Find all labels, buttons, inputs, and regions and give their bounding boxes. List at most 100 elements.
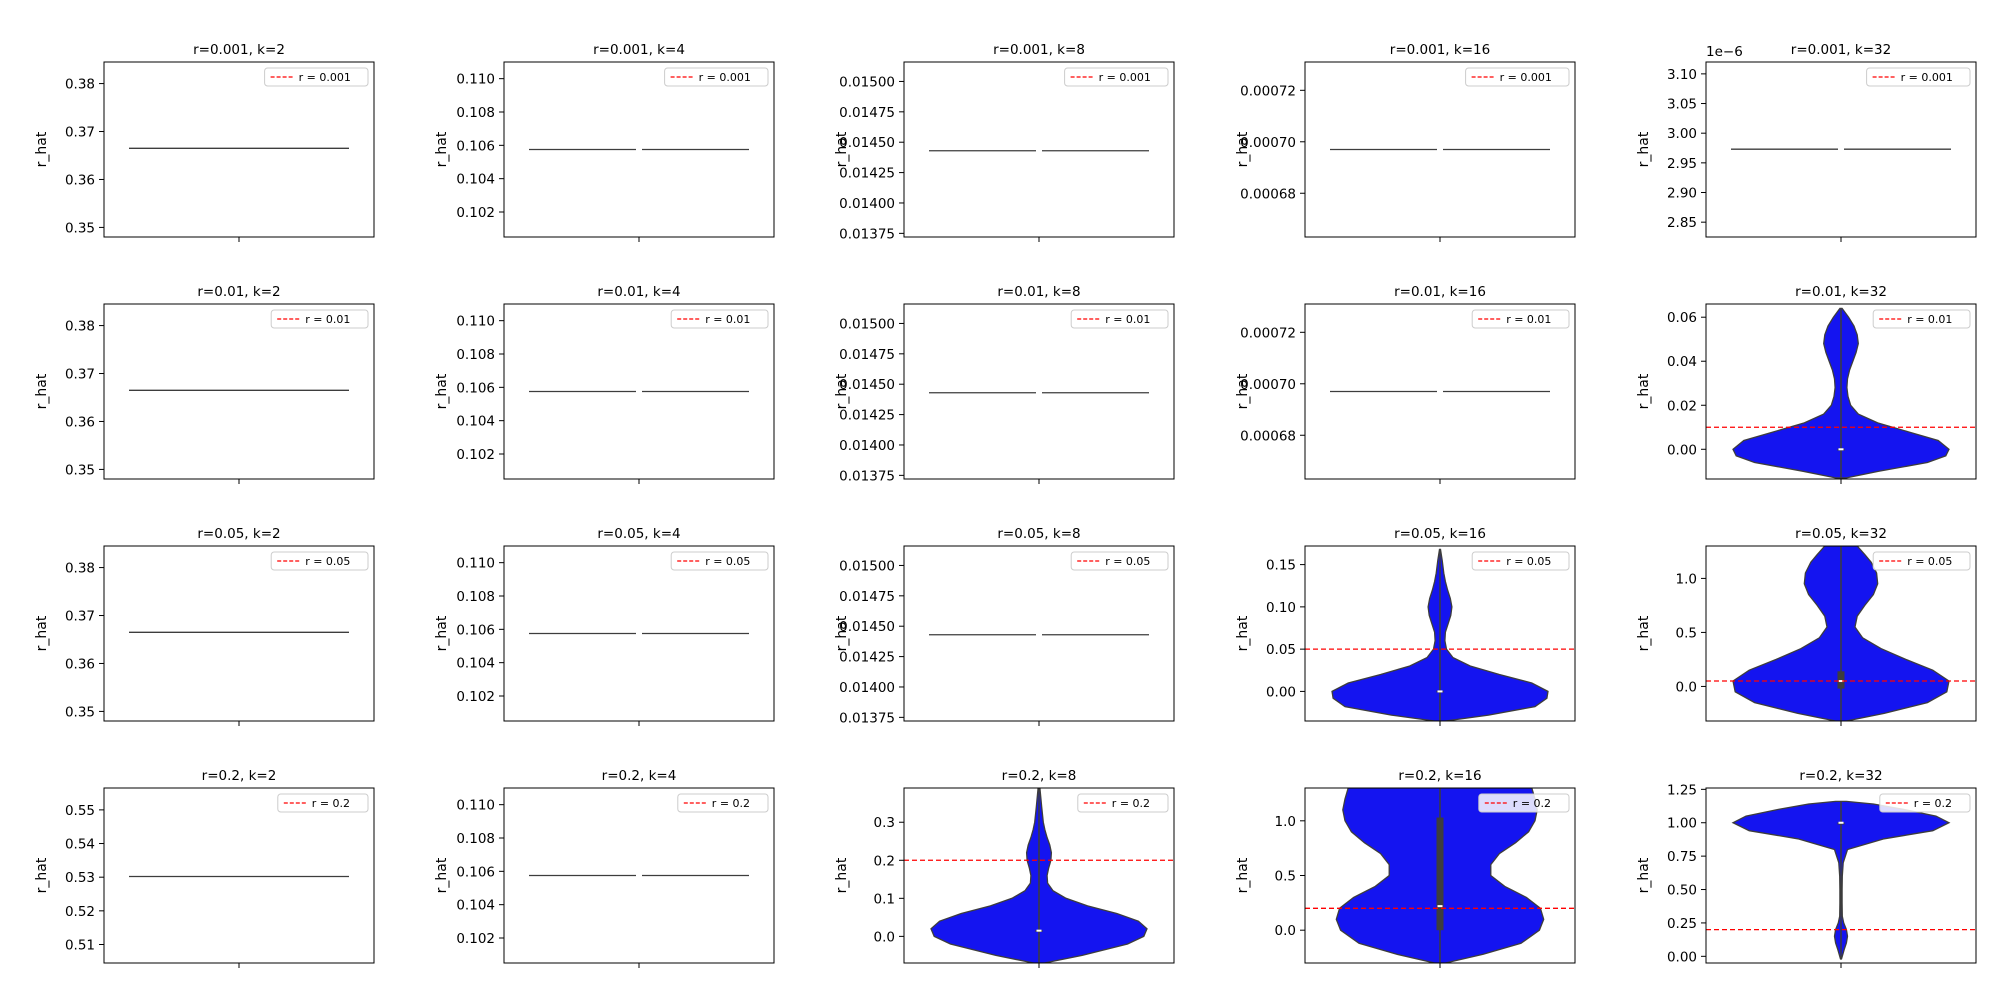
y-tick-label: 1.0	[1676, 571, 1697, 587]
axes-frame	[903, 61, 1175, 238]
y-tick-label: 2.95	[1667, 156, 1697, 172]
subplot-title: r=0.2, k=8	[1002, 768, 1077, 784]
y-tick-label: 0.01475	[839, 589, 895, 605]
axes-frame	[1304, 61, 1576, 238]
y-tick-label: 0.102	[456, 205, 495, 221]
y-tick-label: 0.01450	[839, 377, 895, 393]
y-tick-label: 0.104	[456, 414, 495, 430]
axes-frame	[903, 545, 1175, 722]
y-tick-label: 0.102	[456, 931, 495, 947]
y-tick-label: 0.53	[65, 870, 95, 886]
legend-box	[664, 67, 769, 87]
axes-frame	[1304, 303, 1576, 480]
subplot: r=0.001, k=32 1e−6 2.85 2.90 2.95 3.00 3.05 3.1…	[1636, 42, 1977, 242]
axes-frame	[503, 787, 775, 964]
y-tick-label: 0.0	[874, 929, 895, 945]
axes-frame	[103, 303, 375, 480]
legend-box	[670, 309, 769, 329]
y-tick-label: 0.54	[65, 837, 95, 853]
y-tick-label: 0.01500	[839, 558, 895, 574]
y-tick-label: 0.37	[65, 609, 95, 625]
y-tick-label: 0.35	[65, 462, 95, 478]
legend-box	[1077, 793, 1169, 813]
legend-label: r = 0.001	[1500, 71, 1552, 84]
legend-label: r = 0.2	[1513, 797, 1551, 810]
subplot: r=0.2, k=8 0.0 0.1 0.2 0.3 r_hat r = 0.2	[834, 768, 1175, 968]
y-tick-label: 0.10	[1266, 600, 1296, 616]
legend-box	[1872, 551, 1971, 571]
axes-frame	[903, 787, 1175, 964]
y-tick-label: 0.0	[1275, 923, 1296, 939]
legend-label: r = 0.001	[699, 71, 751, 84]
axes-frame	[103, 61, 375, 238]
y-tick-label: 0.01450	[839, 135, 895, 151]
y-axis-label: r_hat	[1235, 615, 1251, 651]
subplot: r=0.001, k=2 0.35 0.36 0.37 0.38 r_hat r = 0.0…	[34, 42, 375, 242]
legend-box	[1866, 67, 1971, 87]
axes-frame	[103, 787, 375, 964]
y-axis-label: r_hat	[34, 131, 50, 167]
y-tick-label: 0.00070	[1240, 377, 1296, 393]
axes-frame	[903, 303, 1175, 480]
y-tick-label: 0.00072	[1240, 83, 1296, 99]
subplot-title: r=0.001, k=16	[1390, 42, 1490, 58]
subplot-title: r=0.01, k=32	[1795, 284, 1887, 300]
y-tick-label: 0.108	[456, 589, 495, 605]
legend-box	[1478, 793, 1570, 813]
legend-label: r = 0.2	[1914, 797, 1952, 810]
legend-label: r = 0.001	[1901, 71, 1953, 84]
violin-median	[1838, 680, 1844, 683]
y-tick-label: 0.01400	[839, 680, 895, 696]
legend-label: r = 0.2	[1112, 797, 1150, 810]
y-tick-label: 0.00	[1667, 442, 1697, 458]
y-tick-label: 0.01475	[839, 347, 895, 363]
legend-box	[1070, 551, 1169, 571]
axes-frame	[1705, 61, 1977, 238]
y-tick-label: 0.15	[1266, 558, 1296, 574]
axes-frame	[1304, 545, 1576, 722]
subplot-title: r=0.001, k=4	[593, 42, 685, 58]
y-tick-label: 2.90	[1667, 186, 1697, 202]
y-tick-label: 0.00	[1667, 949, 1697, 965]
y-axis-label: r_hat	[34, 857, 50, 893]
y-tick-label: 0.00068	[1240, 186, 1296, 202]
y-axis-label: r_hat	[1235, 131, 1251, 167]
legend-label: r = 0.001	[299, 71, 351, 84]
y-tick-label: 0.00072	[1240, 325, 1296, 341]
axes-frame	[1705, 787, 1977, 964]
y-tick-label: 0.106	[456, 380, 495, 396]
y-tick-label: 0.106	[456, 864, 495, 880]
y-axis-label: r_hat	[1235, 857, 1251, 893]
y-tick-label: 0.104	[456, 172, 495, 188]
subplot-title: r=0.2, k=32	[1799, 768, 1882, 784]
legend-box	[670, 551, 769, 571]
subplot-title: r=0.01, k=4	[597, 284, 680, 300]
axes-frame	[503, 303, 775, 480]
subplot: r=0.2, k=4 0.102 0.104 0.106 0.108 0.110 r_hat…	[434, 768, 775, 968]
y-tick-label: 0.50	[1667, 883, 1697, 899]
y-tick-label: 3.05	[1667, 97, 1697, 113]
y-tick-label: 0.35	[65, 704, 95, 720]
y-axis-label: r_hat	[434, 373, 450, 409]
y-tick-label: 0.38	[65, 77, 95, 93]
y-tick-label: 0.108	[456, 831, 495, 847]
y-tick-label: 0.102	[456, 447, 495, 463]
y-tick-label: 0.102	[456, 689, 495, 705]
axes-frame	[1304, 787, 1576, 964]
subplot-title: r=0.001, k=32	[1791, 42, 1891, 58]
subplot: r=0.01, k=8 0.01375 0.01400 0.01425 0.01450 0…	[834, 284, 1175, 484]
legend-box	[264, 67, 369, 87]
y-tick-label: 0.00068	[1240, 428, 1296, 444]
y-tick-label: 0.75	[1667, 849, 1697, 865]
y-tick-label: 1.0	[1275, 814, 1296, 830]
legend-label: r = 0.01	[705, 313, 750, 326]
y-tick-label: 0.01375	[839, 468, 895, 484]
y-tick-label: 0.01500	[839, 74, 895, 90]
subplot-title: r=0.2, k=4	[602, 768, 677, 784]
y-tick-label: 0.01425	[839, 650, 895, 666]
axes-frame	[103, 545, 375, 722]
axes-frame	[503, 545, 775, 722]
y-axis-label: r_hat	[1235, 373, 1251, 409]
legend-label: r = 0.001	[1099, 71, 1151, 84]
